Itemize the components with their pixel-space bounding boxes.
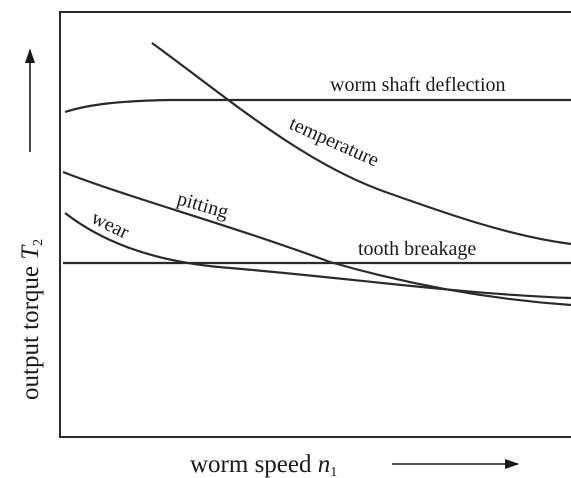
curve-worm-shaft-deflection [64,98,571,114]
y-axis-symbol: T [17,244,44,260]
y-axis-text: output torque [17,260,44,400]
curve-label: tooth breakage [358,238,476,260]
curve-temperature [151,42,571,246]
curve-label: worm shaft deflection [330,74,506,96]
curve-pitting [62,170,571,307]
curve-label: temperature [286,112,382,171]
x-axis-text: worm speed [190,451,318,478]
curve-label: wear [88,207,133,244]
y-axis-label: output torque T2 [17,239,46,400]
plot-frame [59,11,571,438]
x-axis-symbol: n [318,451,331,478]
y-axis-subscript: 2 [31,239,46,246]
x-axis-subscript: 1 [330,465,337,478]
curve-wear [64,212,571,300]
x-axis-label: worm speed n1 [190,451,337,478]
